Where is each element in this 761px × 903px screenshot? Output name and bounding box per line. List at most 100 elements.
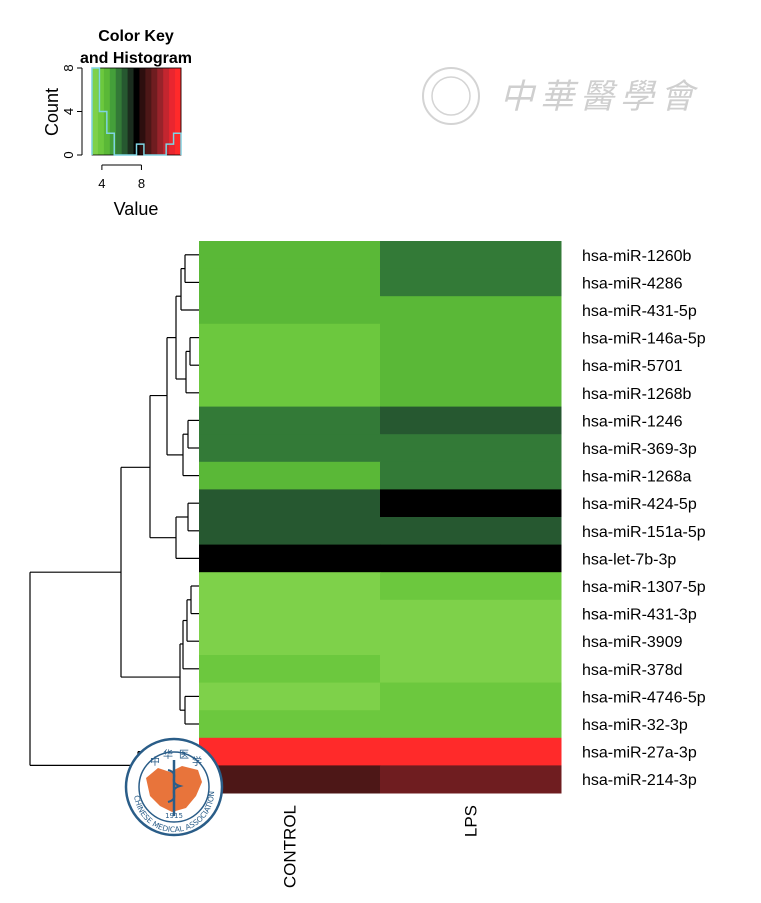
color-key-band [139, 68, 146, 155]
row-label: hsa-miR-5701 [582, 358, 683, 375]
row-label: hsa-miR-1260b [582, 248, 691, 265]
watermark-emblem-inner [431, 76, 471, 116]
heatmap-cell [199, 682, 381, 711]
heatmap-cell [199, 599, 381, 628]
seal-inner-ring [138, 751, 210, 823]
color-key-band [121, 68, 128, 155]
heatmap-cell [380, 434, 562, 463]
heatmap-cell [199, 241, 381, 270]
heatmap-cell [199, 406, 381, 435]
heatmap-cell [199, 765, 381, 794]
color-key-band [151, 68, 158, 155]
color-key-band [169, 68, 176, 155]
color-key-axes: 4 8 0 4 8 [61, 64, 145, 191]
color-key-band [115, 68, 123, 155]
row-label: hsa-miR-431-5p [582, 303, 697, 320]
row-label: hsa-miR-1246 [582, 413, 683, 430]
heatmap-cell [199, 268, 381, 297]
heatmap-cell [380, 489, 562, 518]
watermark: 中華醫學會 [422, 67, 700, 125]
color-key-band [109, 68, 117, 155]
heatmap-cell [380, 406, 562, 435]
row-label: hsa-miR-369-3p [582, 441, 697, 458]
color-key-band [163, 68, 170, 155]
heatmap-cell [199, 434, 381, 463]
color-key-band [145, 68, 152, 155]
heatmap-cell [380, 268, 562, 297]
heatmap-cell [380, 544, 562, 573]
row-label: hsa-miR-378d [582, 662, 682, 679]
heatmap-cell [199, 323, 381, 352]
color-key-band [127, 68, 134, 155]
heatmap-cell [380, 379, 562, 408]
watermark-text: 中華醫學會 [500, 77, 700, 117]
row-label: hsa-miR-151a-5p [582, 524, 706, 541]
heatmap-cell [380, 599, 562, 628]
column-label: CONTROL [281, 805, 300, 888]
row-labels: hsa-miR-1260b hsa-miR-4286 hsa-miR-431-5p h… [582, 248, 706, 789]
heatmap-cell [199, 655, 381, 684]
heatmap-cell [380, 323, 562, 352]
row-label: hsa-miR-4286 [582, 275, 683, 292]
row-dendrogram [29, 254, 199, 780]
heatmap-cell [199, 379, 381, 408]
heatmap-cell [380, 241, 562, 270]
heatmap-cell [380, 351, 562, 380]
color-key-xtick: 4 [98, 176, 105, 191]
color-key-title-line2: and Histogram [80, 50, 192, 67]
heatmap-cell [380, 517, 562, 546]
heatmap-cell [380, 710, 562, 739]
row-label: hsa-miR-3909 [582, 634, 683, 651]
color-key-xlabel: Value [114, 199, 159, 219]
seal-char-4: 学 [192, 755, 202, 768]
column-labels: CONTROL LPS [281, 805, 481, 888]
color-key-ytick: 0 [61, 151, 76, 158]
seal-char-3: 医 [179, 749, 189, 761]
color-key-band [92, 68, 99, 155]
color-key-xtick: 8 [138, 176, 145, 191]
row-label: hsa-miR-32-3p [582, 717, 688, 734]
heatmap-cell [199, 544, 381, 573]
row-label: hsa-miR-1268a [582, 469, 691, 486]
row-label: hsa-miR-214-3p [582, 772, 697, 789]
watermark-emblem [422, 67, 480, 125]
heatmap-cell [380, 296, 562, 325]
heatmap-cell [199, 710, 381, 739]
column-label: LPS [462, 805, 481, 837]
heatmap-cell [199, 627, 381, 656]
heatmap-cell [199, 737, 381, 766]
heatmap-cell [199, 489, 381, 518]
heatmap-cell [380, 461, 562, 490]
color-key-band [157, 68, 164, 155]
color-key-band [133, 68, 140, 155]
color-key-histogram [91, 67, 182, 156]
color-key-band [175, 68, 182, 155]
color-key-ytick: 4 [61, 108, 76, 115]
color-key-ylabel: Count [42, 88, 62, 136]
seal-char-1: 中 [150, 755, 160, 768]
heatmap-cell [199, 572, 381, 601]
row-label: hsa-miR-27a-3p [582, 745, 697, 762]
row-label: hsa-miR-424-5p [582, 496, 697, 513]
color-key-title-line1: Color Key [98, 28, 174, 45]
heatmap-cells [199, 241, 562, 794]
row-label: hsa-miR-146a-5p [582, 331, 706, 348]
heatmap-cell [199, 351, 381, 380]
color-key: Color Key and Histogram 4 8 0 4 8 Value Coun… [42, 28, 192, 219]
cma-seal: 中 华 医 学 1915 CHINESE MEDICAL ASSOCIATION [124, 737, 224, 837]
row-label: hsa-let-7b-3p [582, 551, 676, 568]
heatmap-cell [380, 737, 562, 766]
heatmap-cell [199, 461, 381, 490]
heatmap-cell [380, 627, 562, 656]
heatmap-cell [199, 296, 381, 325]
seal-serpent-icon [167, 769, 184, 803]
heatmap-cell [380, 682, 562, 711]
row-label: hsa-miR-1268b [582, 386, 691, 403]
heatmap-cell [380, 572, 562, 601]
seal-char-2: 华 [163, 748, 173, 761]
row-label: hsa-miR-1307-5p [582, 579, 706, 596]
heatmap-cell [199, 517, 381, 546]
row-label: hsa-miR-431-3p [582, 607, 697, 624]
row-label: hsa-miR-4746-5p [582, 689, 706, 706]
